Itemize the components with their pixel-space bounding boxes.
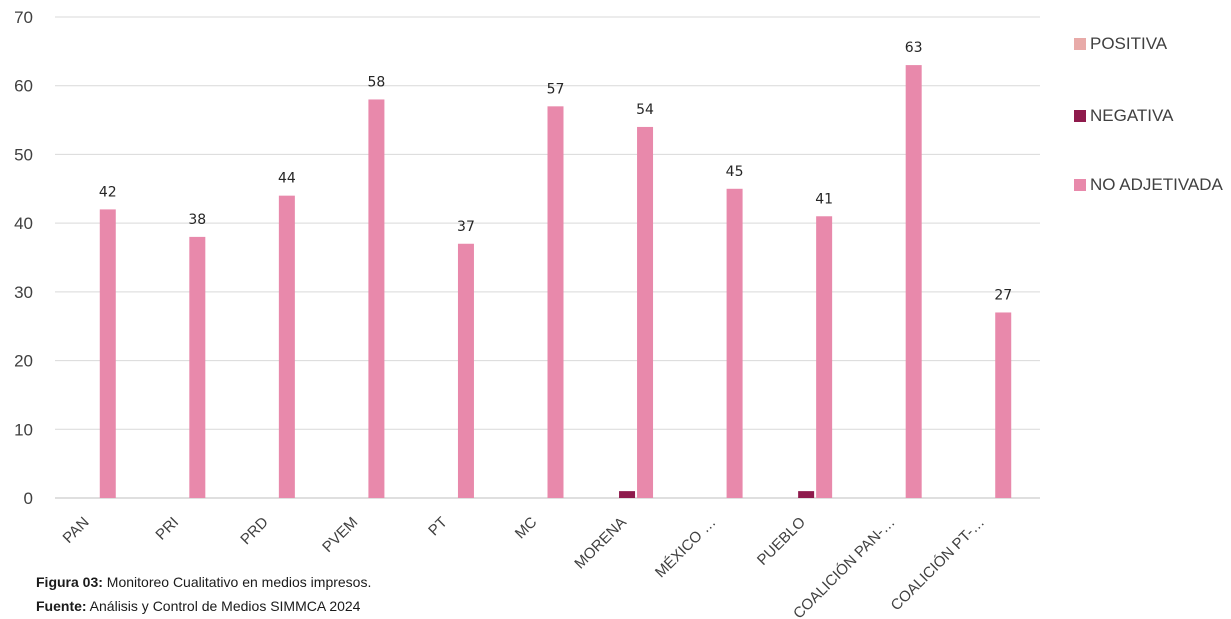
- x-tick-label: PUEBLO: [754, 514, 809, 569]
- legend-label-no-adjetivada: NO ADJETIVADA: [1090, 175, 1223, 194]
- bar-negativa: [798, 491, 815, 498]
- data-label: 44: [278, 171, 296, 187]
- x-tick-label: PT: [425, 514, 451, 540]
- y-tick-label: 50: [14, 145, 33, 164]
- figure-caption-text: Monitoreo Cualitativo en medios impresos…: [102, 574, 372, 590]
- bar-no-adjetivada: [457, 243, 474, 498]
- y-tick-label: 0: [24, 489, 33, 508]
- data-label: 45: [726, 164, 744, 180]
- x-tick-label: COALICIÓN PT-…: [888, 514, 988, 614]
- x-tick-label: MC: [512, 514, 541, 543]
- x-tick-label: PVEM: [319, 514, 361, 556]
- bars: [99, 65, 1012, 499]
- legend-label-positiva: POSITIVA: [1090, 34, 1168, 53]
- figure-caption-label: Figura 03:: [36, 574, 103, 590]
- x-tick-label: PRD: [237, 514, 272, 549]
- legend-label-negativa: NEGATIVA: [1090, 106, 1174, 125]
- bar-no-adjetivada: [189, 236, 206, 498]
- legend-item-no-adjetivada: NO ADJETIVADA: [1074, 175, 1223, 195]
- bar-no-adjetivada: [547, 106, 564, 498]
- x-tick-label: PRI: [152, 514, 182, 544]
- bar-no-adjetivada: [278, 195, 295, 498]
- y-tick-label: 10: [14, 420, 33, 439]
- x-tick-label: COALICIÓN PAN-…: [790, 514, 898, 619]
- data-label: 58: [367, 74, 385, 90]
- y-axis-ticks: 0 10 20 30 40 50 60 70: [14, 8, 33, 508]
- y-tick-label: 30: [14, 283, 33, 302]
- legend-item-negativa: NEGATIVA: [1074, 106, 1173, 126]
- data-label: 27: [994, 287, 1012, 303]
- x-tick-label: MÉXICO …: [652, 514, 719, 581]
- data-label: 57: [547, 81, 565, 97]
- figure-caption: Figura 03: Monitoreo Cualitativo en medi…: [36, 574, 371, 590]
- legend-item-positiva: POSITIVA: [1074, 34, 1167, 54]
- data-label: 37: [457, 219, 475, 235]
- source-caption-text: Análisis y Control de Medios SIMMCA 2024: [86, 598, 361, 614]
- data-label: 63: [905, 40, 923, 56]
- y-tick-label: 20: [14, 352, 33, 371]
- data-label: 38: [188, 212, 206, 228]
- y-tick-label: 70: [14, 8, 33, 27]
- legend-swatch-positiva: [1074, 38, 1086, 50]
- y-tick-label: 40: [14, 214, 33, 233]
- legend-swatch-no-adjetivada: [1074, 179, 1086, 191]
- bar-no-adjetivada: [637, 126, 654, 498]
- y-tick-label: 60: [14, 77, 33, 96]
- bar-no-adjetivada: [995, 312, 1012, 498]
- data-label: 41: [815, 191, 833, 207]
- source-caption: Fuente: Análisis y Control de Medios SIM…: [36, 598, 360, 614]
- bar-no-adjetivada: [905, 65, 922, 498]
- legend-swatch-negativa: [1074, 110, 1086, 122]
- x-tick-label: PAN: [60, 514, 93, 547]
- bar-negativa: [619, 491, 636, 498]
- bar-no-adjetivada: [816, 216, 833, 498]
- bar-no-adjetivada: [368, 99, 385, 498]
- source-caption-label: Fuente:: [36, 598, 87, 614]
- data-label: 54: [636, 102, 654, 118]
- data-labels: 42 38 44 58 37 57 54 45 41 63 27: [99, 40, 1012, 303]
- bar-no-adjetivada: [726, 188, 743, 499]
- x-tick-label: MORENA: [571, 514, 630, 573]
- bar-no-adjetivada: [99, 209, 116, 498]
- data-label: 42: [99, 184, 117, 200]
